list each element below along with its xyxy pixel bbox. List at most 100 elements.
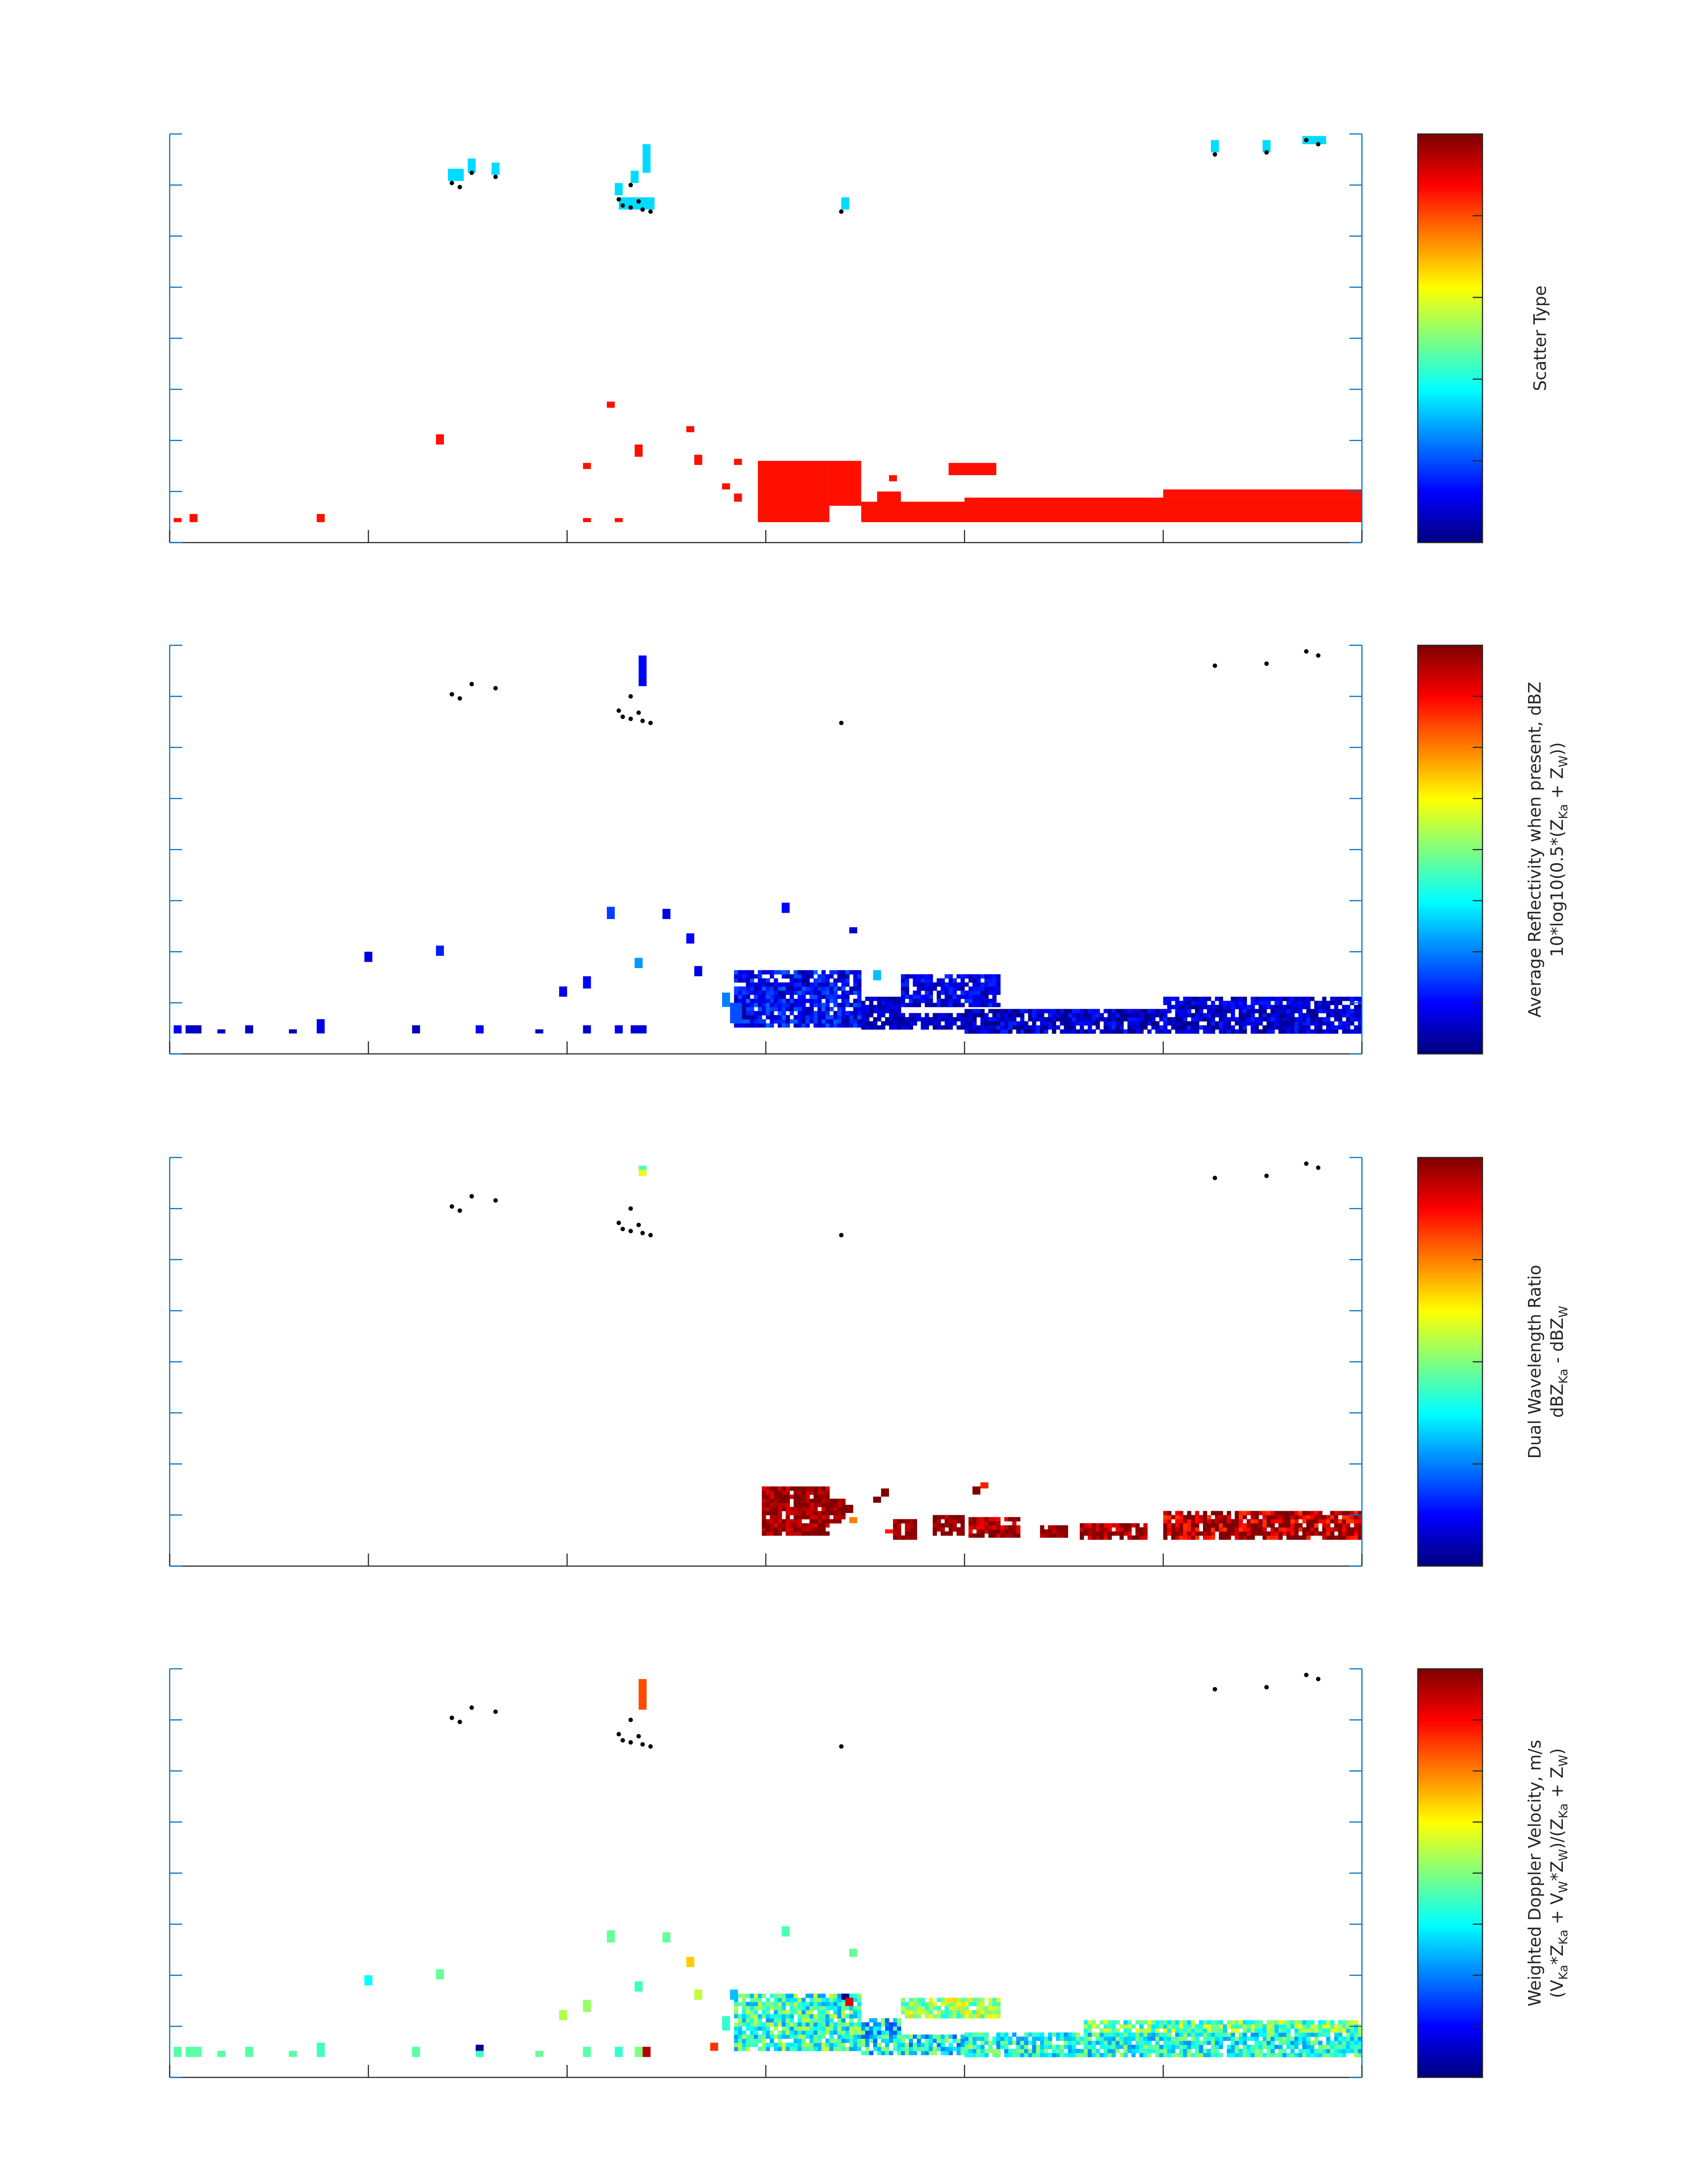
data-cell bbox=[766, 978, 770, 983]
data-cell bbox=[1028, 1029, 1032, 1034]
data-cell bbox=[766, 1494, 770, 1499]
data-cell bbox=[1322, 2020, 1327, 2025]
data-cell bbox=[1334, 1523, 1339, 1528]
data-cell bbox=[984, 2032, 989, 2037]
data-cell bbox=[873, 2022, 877, 2027]
colorbar-swatch bbox=[1418, 1381, 1482, 1385]
data-cell bbox=[992, 2048, 997, 2053]
data-cell bbox=[1239, 1511, 1243, 1516]
data-cell bbox=[1008, 1025, 1013, 1030]
data-cell bbox=[1250, 996, 1255, 1001]
data-cell bbox=[1036, 1009, 1040, 1014]
data-cell bbox=[873, 1496, 881, 1503]
data-cell bbox=[905, 1527, 909, 1532]
data-cell bbox=[1219, 2020, 1224, 2025]
colorbar-swatch bbox=[1418, 322, 1482, 326]
colorbar-swatch bbox=[1418, 1742, 1482, 1746]
data-cell bbox=[317, 2043, 325, 2057]
data-cell bbox=[806, 1507, 810, 1512]
data-cell bbox=[1246, 2020, 1251, 2025]
data-cell bbox=[901, 999, 906, 1003]
data-cell bbox=[1302, 1515, 1307, 1520]
data-cell bbox=[793, 1511, 798, 1516]
data-cell bbox=[1187, 1535, 1191, 1540]
data-cell bbox=[802, 1011, 806, 1015]
data-cell bbox=[766, 990, 770, 995]
data-cell bbox=[1004, 1517, 1009, 1521]
data-cell bbox=[1239, 1523, 1243, 1528]
data-cell bbox=[1119, 2024, 1124, 2029]
data-cell bbox=[1099, 1029, 1104, 1034]
data-cell bbox=[1179, 1029, 1184, 1034]
data-cell bbox=[809, 999, 814, 1003]
data-cell bbox=[853, 2014, 858, 2018]
data-cell bbox=[773, 1494, 778, 1499]
data-cell bbox=[1012, 1021, 1017, 1026]
data-cell bbox=[1115, 1025, 1120, 1030]
data-cell bbox=[861, 501, 965, 522]
colorbar-swatch bbox=[1418, 1831, 1482, 1835]
data-cell bbox=[798, 1003, 802, 1007]
colorbar-swatch bbox=[1418, 1927, 1482, 1931]
data-cell bbox=[1322, 1527, 1327, 1532]
data-cell bbox=[802, 1531, 806, 1536]
colorbar-swatch bbox=[1418, 1301, 1482, 1305]
data-cell bbox=[833, 1503, 838, 1507]
data-cell bbox=[992, 1017, 997, 1022]
data-cell bbox=[1215, 1025, 1219, 1030]
data-cell bbox=[849, 2014, 854, 2018]
data-cell bbox=[1064, 1009, 1068, 1014]
colorbar-swatch bbox=[1418, 763, 1482, 767]
data-cell bbox=[1246, 2053, 1251, 2057]
data-point bbox=[1316, 1165, 1321, 1170]
data-cell bbox=[762, 2010, 766, 2014]
data-cell bbox=[809, 1019, 814, 1024]
data-cell bbox=[1048, 2036, 1052, 2041]
data-cell bbox=[1107, 1527, 1112, 1532]
data-cell bbox=[1235, 1527, 1239, 1532]
data-cell bbox=[1239, 2032, 1243, 2037]
data-cell bbox=[1123, 2028, 1128, 2033]
data-cell bbox=[793, 1486, 798, 1491]
colorbar-swatch bbox=[1418, 891, 1482, 895]
data-cell bbox=[1354, 1523, 1358, 1528]
data-cell bbox=[1266, 1001, 1271, 1005]
colorbar-swatch bbox=[1418, 974, 1482, 978]
data-cell bbox=[1099, 2036, 1104, 2041]
data-cell bbox=[980, 990, 985, 995]
data-cell bbox=[821, 1527, 826, 1532]
colorbar-swatch bbox=[1418, 2032, 1482, 2036]
data-cell bbox=[1115, 2048, 1120, 2053]
colorbar: Weighted Doppler Velocity, m/s(VKa​*ZKa​… bbox=[1417, 1668, 1570, 2078]
colorbar-swatch bbox=[1418, 156, 1482, 160]
data-cell bbox=[785, 2030, 790, 2035]
data-cell bbox=[1024, 2044, 1028, 2049]
data-cell bbox=[614, 183, 623, 196]
colorbar-swatch bbox=[1418, 309, 1482, 313]
colorbar-swatch bbox=[1418, 1164, 1482, 1168]
data-cell bbox=[849, 2039, 854, 2043]
data-cell bbox=[1358, 1009, 1362, 1014]
data-cell bbox=[1028, 2048, 1032, 2053]
data-cell bbox=[1199, 1531, 1203, 1536]
data-cell bbox=[921, 974, 925, 979]
data-cell bbox=[806, 1527, 810, 1532]
data-cell bbox=[1306, 2048, 1311, 2053]
data-cell bbox=[960, 974, 965, 979]
data-cell bbox=[758, 999, 762, 1003]
data-cell bbox=[793, 999, 798, 1003]
data-cell bbox=[746, 994, 750, 999]
data-cell bbox=[889, 2039, 894, 2043]
colorbar-swatch bbox=[1418, 491, 1482, 495]
data-cell bbox=[773, 2043, 778, 2047]
data-cell bbox=[821, 2002, 826, 2006]
data-cell bbox=[833, 2026, 838, 2031]
data-cell bbox=[1270, 1511, 1275, 1516]
data-cell bbox=[1207, 2048, 1211, 2053]
data-cell bbox=[1012, 1533, 1017, 1538]
data-cell bbox=[1115, 1527, 1120, 1532]
data-cell bbox=[948, 978, 953, 983]
data-cell bbox=[960, 1519, 965, 1524]
data-cell bbox=[825, 1007, 830, 1011]
data-cell bbox=[917, 2047, 921, 2052]
